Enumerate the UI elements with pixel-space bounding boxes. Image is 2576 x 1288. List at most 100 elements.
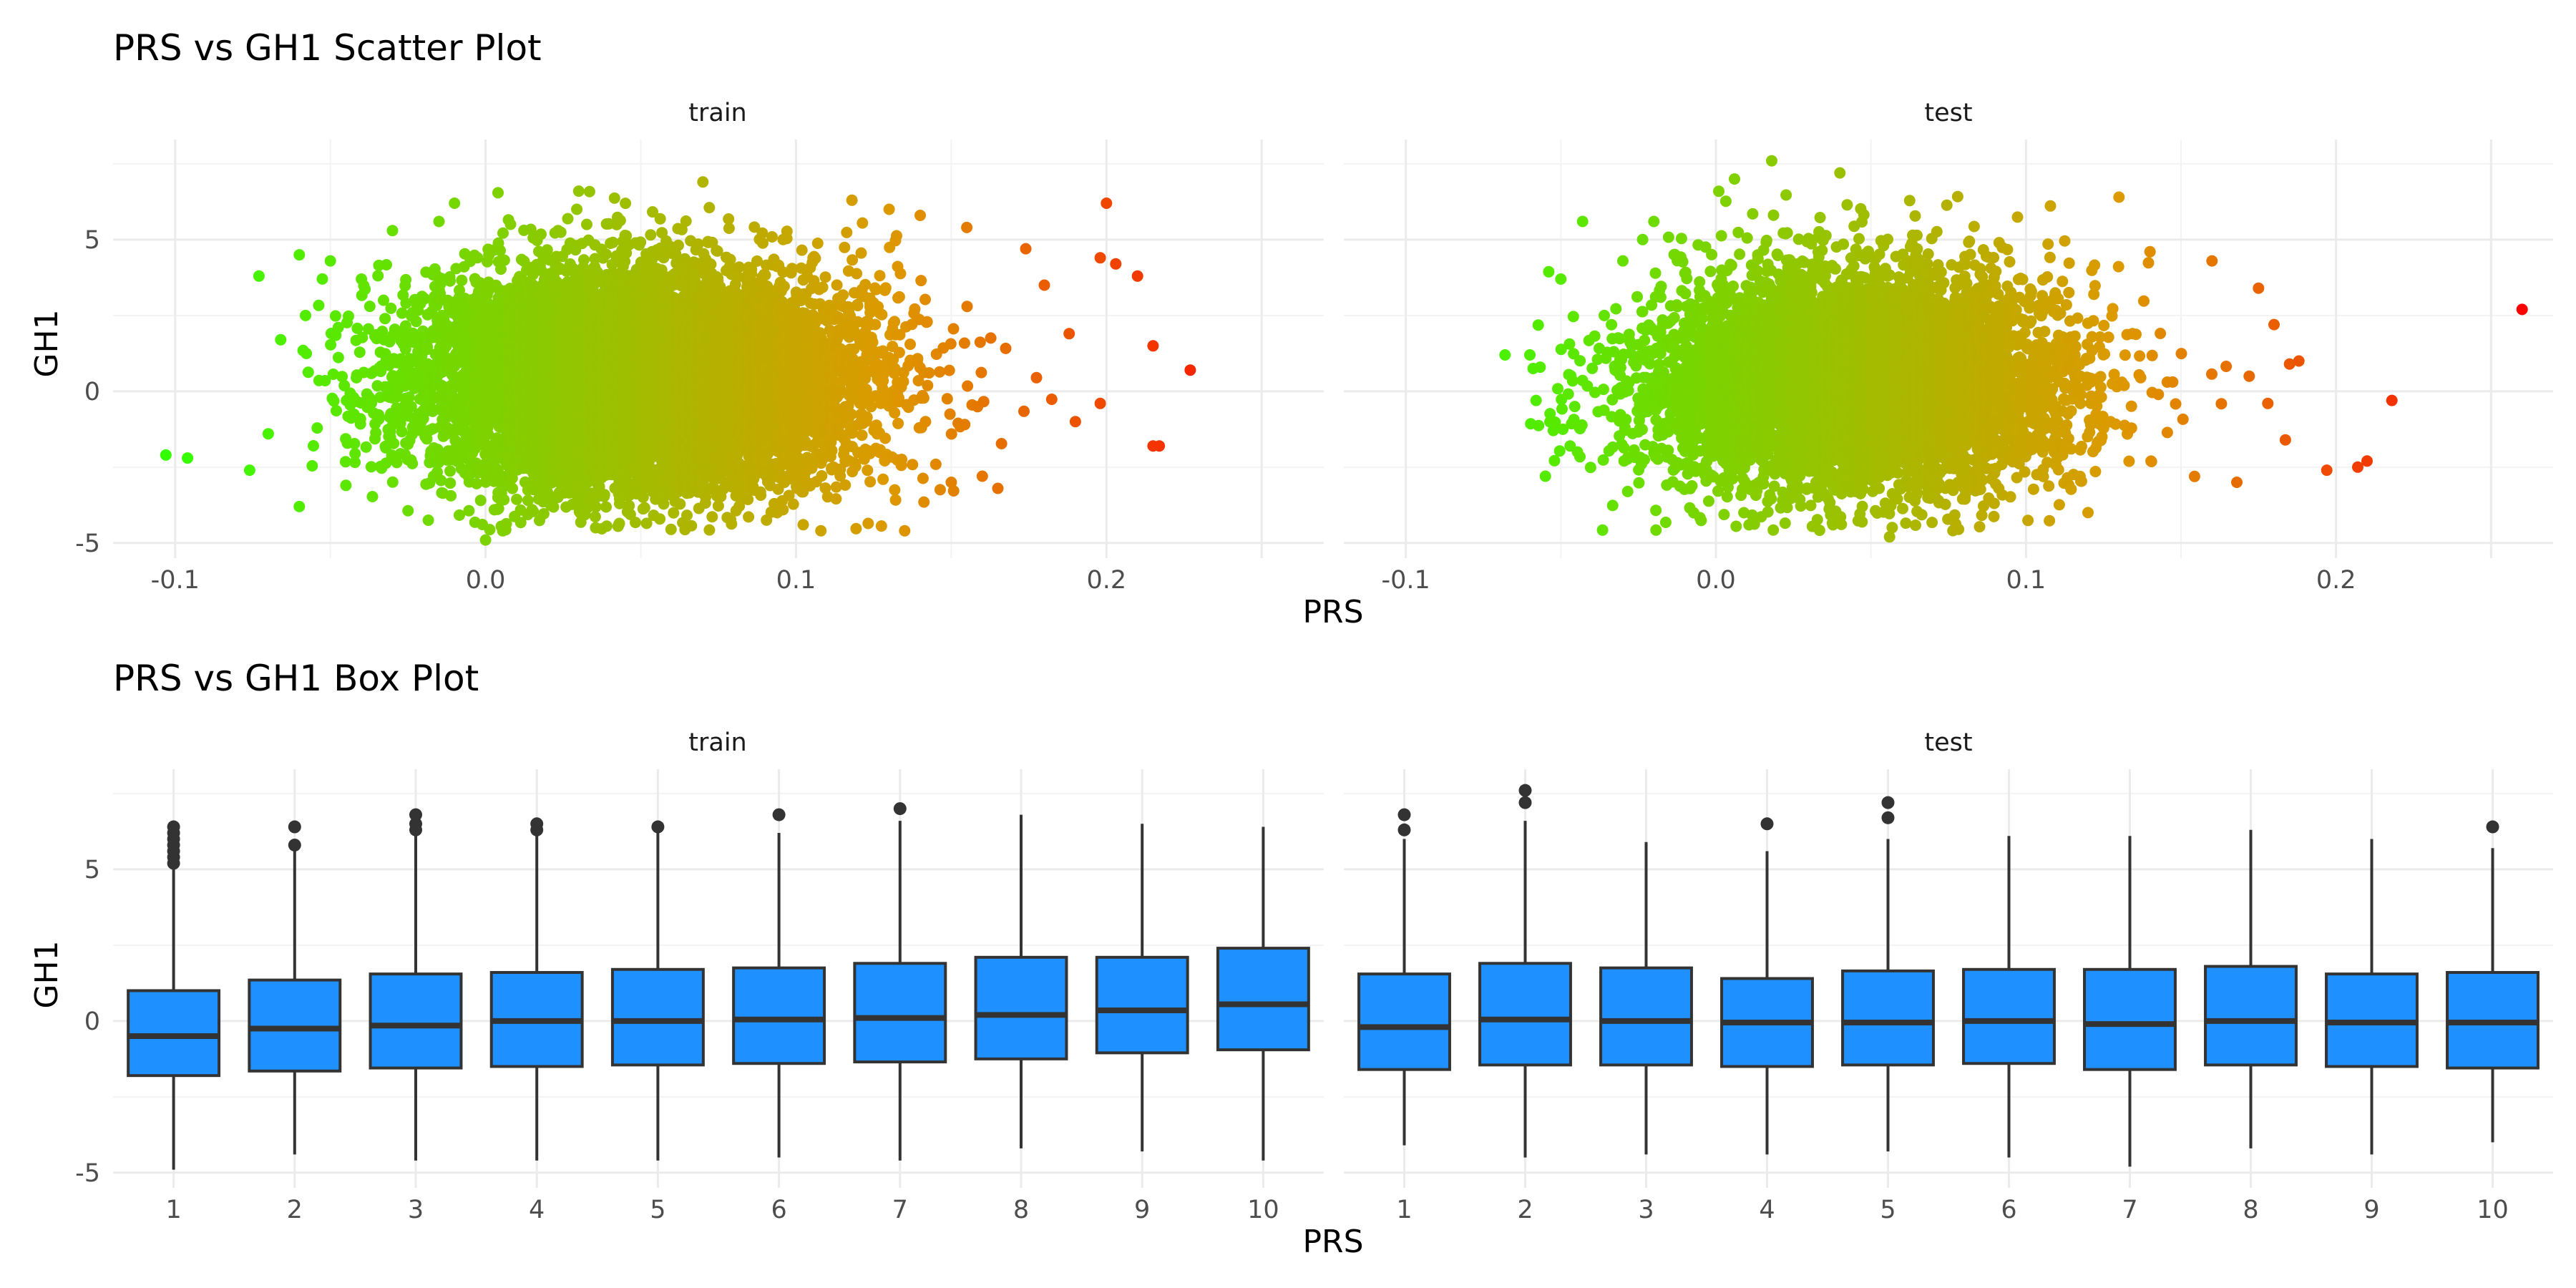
scatter-point-train	[498, 494, 510, 506]
scatter-point-train	[348, 438, 361, 449]
scatter-point-train	[444, 477, 457, 489]
scatter-point-train	[329, 310, 341, 322]
scatter-point-train	[571, 203, 583, 215]
scatter-point-train	[366, 491, 379, 502]
scatter-point-train	[381, 259, 392, 270]
scatter-point-train	[354, 413, 366, 425]
scatter-point-train	[343, 310, 354, 322]
scatter-point-train	[313, 299, 325, 311]
scatter-point-train	[319, 375, 331, 386]
scatter-point-train	[308, 440, 319, 452]
scatter-point-train	[463, 504, 475, 517]
scatter-point-train	[472, 252, 484, 264]
scatter-point-train	[645, 229, 657, 241]
scatter-point-train	[400, 273, 412, 286]
scatter-point-train	[293, 249, 306, 261]
scatter-point-train	[494, 245, 506, 257]
scatter-point-train	[492, 187, 504, 199]
scatter-plot-title: PRS vs GH1 Scatter Plot	[113, 27, 542, 69]
scatter-point-train	[253, 270, 265, 282]
scatter-point-train	[353, 346, 366, 358]
scatter-point-train	[336, 371, 348, 383]
scatter-point-train	[331, 405, 342, 416]
scatter-point-train	[400, 297, 412, 309]
scatter-point-train	[613, 517, 625, 530]
scatter-point-train	[492, 502, 504, 514]
scatter-point-train	[433, 215, 445, 228]
scatter-point-train	[349, 448, 361, 459]
scatter-point-train	[373, 413, 385, 425]
scatter-point-train	[182, 452, 194, 464]
scatter-point-train	[301, 348, 313, 359]
scatter-point-train	[500, 517, 512, 530]
scatter-point-train	[407, 327, 419, 339]
scatter-point-train	[340, 479, 352, 492]
scatter-point-train	[365, 461, 377, 473]
scatter-point-train	[541, 244, 553, 256]
scatter-point-train	[328, 395, 340, 407]
scatter-point-train	[435, 273, 447, 285]
scatter-point-train	[349, 457, 361, 469]
scatter-point-train	[293, 500, 306, 512]
scatter-point-train	[630, 517, 641, 529]
scatter-point-train	[405, 401, 417, 413]
scatter-point-train	[324, 255, 336, 267]
scatter-point-train	[160, 449, 172, 461]
scatter-point-train	[406, 457, 419, 469]
scatter-point-train	[535, 228, 547, 240]
scatter-point-train	[391, 457, 403, 469]
scatter-point-train	[555, 226, 567, 238]
scatter-point-train	[454, 509, 465, 521]
scatter-point-train	[306, 460, 318, 472]
scatter-point-train	[578, 254, 590, 266]
scatter-point-train	[421, 343, 434, 356]
scatter-point-train	[620, 197, 632, 210]
scatter-point-train	[562, 213, 574, 225]
scatter-point-train	[511, 493, 523, 505]
scatter-point-train	[583, 185, 595, 197]
scatter-point-train	[638, 502, 650, 514]
scatter-point-train	[325, 338, 337, 351]
scatter-point-train	[444, 465, 456, 477]
scatter-point-train	[635, 236, 647, 248]
scatter-point-train	[590, 501, 602, 513]
scatter-point-train	[410, 316, 422, 328]
scatter-strip-train: train	[688, 99, 746, 127]
scatter-point-train	[332, 321, 344, 333]
scatter-point-train	[378, 294, 389, 306]
scatter-point-train	[471, 477, 483, 489]
scatter-point-train	[386, 225, 399, 237]
scatter-point-train	[456, 274, 468, 286]
scatter-point-train	[498, 254, 510, 266]
scatter-point-train	[396, 307, 408, 319]
scatter-point-train	[316, 273, 328, 285]
scatter-point-train	[607, 236, 619, 248]
scatter-point-train	[474, 277, 486, 289]
scatter-point-train	[482, 428, 494, 440]
scatter-point-train	[300, 309, 311, 321]
scatter-point-train	[359, 283, 371, 296]
scatter-point-train	[497, 227, 509, 239]
scatter-point-train	[454, 284, 465, 296]
scatter-point-train	[608, 192, 620, 204]
scatter-point-train	[403, 391, 415, 404]
scatter-point-train	[449, 197, 461, 209]
scatter-point-train	[445, 489, 457, 502]
scatter-train-points	[160, 176, 1196, 546]
scatter-point-train	[327, 369, 339, 380]
scatter-point-train	[484, 524, 496, 536]
scatter-section: PRS vs GH1 Scatter Plot train test -0.1 0…	[29, 27, 2553, 630]
scatter-point-train	[504, 218, 517, 230]
scatter-strip-test: test	[1924, 99, 1972, 127]
scatter-point-train	[243, 464, 255, 477]
scatter-point-train	[419, 293, 431, 305]
scatter-point-train	[572, 185, 585, 197]
scatter-point-train	[422, 514, 434, 526]
scatter-point-train	[332, 351, 344, 364]
scatter-point-train	[302, 366, 314, 379]
scatter-point-train	[262, 428, 274, 440]
scatter-point-train	[507, 482, 519, 494]
scatter-point-train	[388, 437, 400, 449]
scatter-point-train	[444, 275, 456, 287]
